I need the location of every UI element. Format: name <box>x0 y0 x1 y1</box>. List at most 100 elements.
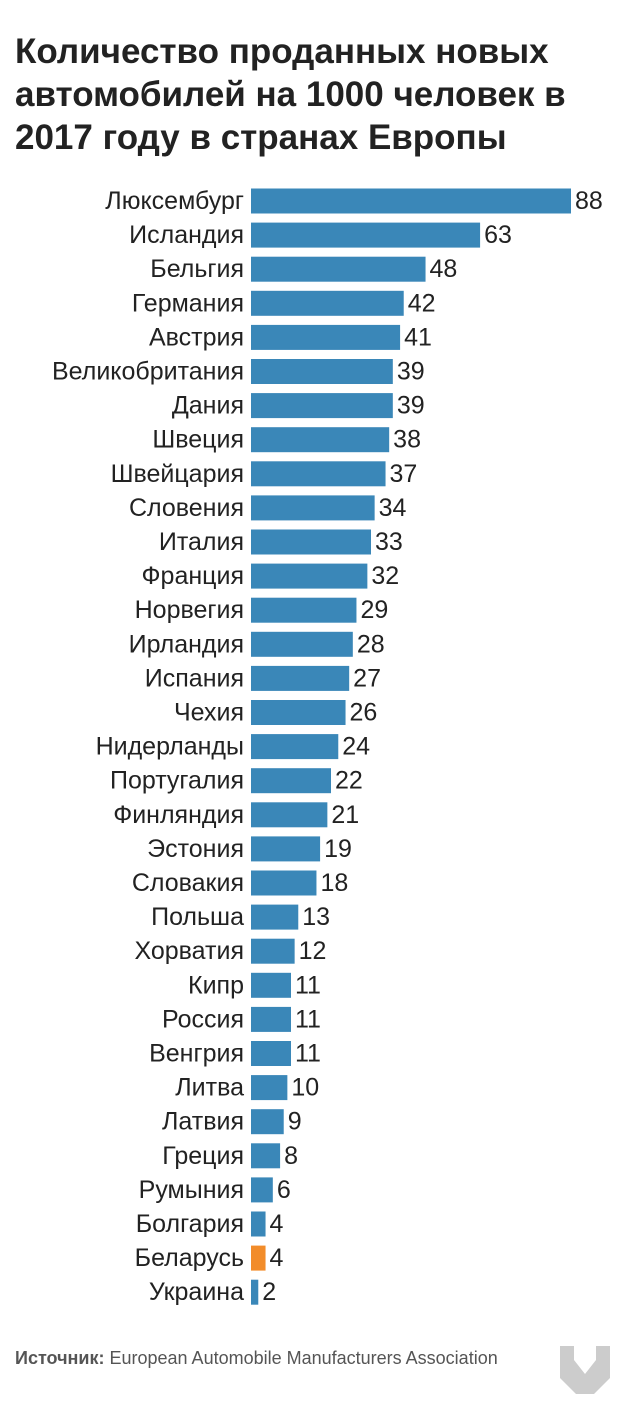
bar <box>251 597 357 623</box>
value-label: 4 <box>270 1244 284 1272</box>
value-label: 22 <box>335 767 363 795</box>
bar <box>251 700 346 725</box>
value-label: 33 <box>375 528 403 556</box>
bar <box>251 188 571 214</box>
bar <box>251 393 393 419</box>
category-label: Словакия <box>132 869 244 897</box>
category-label: Финляндия <box>113 801 244 829</box>
value-label: 6 <box>277 1176 291 1204</box>
value-label: 39 <box>397 358 425 386</box>
chart-title: Количество проданных новых автомобилей н… <box>15 32 566 157</box>
bar <box>251 290 404 316</box>
bar <box>251 1109 284 1135</box>
category-label: Исландия <box>129 221 244 249</box>
category-label: Франция <box>142 562 244 590</box>
category-label: Швейцария <box>111 460 244 488</box>
category-label: Люксембург <box>105 187 244 215</box>
category-label: Италия <box>159 528 244 556</box>
value-label: 41 <box>404 323 432 351</box>
value-label: 11 <box>295 1040 321 1068</box>
bar <box>251 904 299 930</box>
bar <box>251 972 291 998</box>
value-label: 4 <box>270 1210 284 1238</box>
category-label: Португалия <box>110 767 244 795</box>
value-label: 13 <box>302 903 330 931</box>
value-label: 19 <box>324 835 352 863</box>
value-label: 11 <box>295 971 321 999</box>
category-label: Швеция <box>152 426 244 454</box>
bar <box>251 529 371 555</box>
bar <box>251 1245 266 1271</box>
category-label: Беларусь <box>135 1244 244 1272</box>
value-label: 38 <box>393 426 421 454</box>
value-label: 29 <box>360 596 388 624</box>
value-label: 48 <box>430 255 458 283</box>
category-label: Кипр <box>188 971 244 999</box>
category-label: Латвия <box>162 1108 244 1136</box>
category-label: Польша <box>151 903 244 931</box>
category-label: Испания <box>145 664 244 692</box>
bar <box>251 324 401 350</box>
bar <box>251 495 375 521</box>
category-label: Чехия <box>174 699 244 727</box>
source-note: Источник: European Automobile Manufactur… <box>15 1346 535 1370</box>
category-label: Нидерланды <box>96 733 244 761</box>
bar <box>251 1279 259 1305</box>
source-text: European Automobile Manufacturers Associ… <box>109 1348 498 1368</box>
bar <box>251 427 390 453</box>
bar <box>251 1211 266 1237</box>
value-label: 18 <box>320 869 348 897</box>
category-label: Болгария <box>136 1210 244 1238</box>
value-label: 88 <box>575 187 603 215</box>
value-label: 27 <box>353 664 381 692</box>
category-label: Украина <box>149 1278 244 1306</box>
value-label: 34 <box>379 494 407 522</box>
value-label: 32 <box>371 562 399 590</box>
bar <box>251 1177 273 1203</box>
category-label: Словения <box>129 494 244 522</box>
bar <box>251 1041 291 1066</box>
bar <box>251 836 321 862</box>
bar <box>251 563 368 589</box>
value-label: 42 <box>408 289 436 317</box>
bar <box>251 631 353 657</box>
value-label: 11 <box>295 1005 321 1033</box>
category-label: Литва <box>175 1074 244 1102</box>
value-label: 26 <box>350 699 378 727</box>
category-label: Россия <box>162 1005 244 1033</box>
category-label: Великобритания <box>52 358 244 386</box>
bar <box>251 802 328 828</box>
bar <box>251 256 426 282</box>
category-label: Дания <box>172 392 244 420</box>
value-label: 12 <box>299 937 327 965</box>
value-label: 21 <box>331 801 359 829</box>
bar <box>251 768 331 794</box>
value-label: 2 <box>262 1278 276 1306</box>
category-label: Австрия <box>149 323 244 351</box>
value-label: 28 <box>357 630 385 658</box>
value-label: 63 <box>484 221 512 249</box>
bar <box>251 1075 288 1101</box>
bar <box>251 870 317 896</box>
bar <box>251 734 339 760</box>
category-label: Хорватия <box>134 937 244 965</box>
bar <box>251 938 295 964</box>
category-label: Норвегия <box>135 596 244 624</box>
source-label: Источник: <box>15 1348 105 1368</box>
category-label: Венгрия <box>149 1040 244 1068</box>
category-label: Румыния <box>139 1176 244 1204</box>
value-label: 37 <box>390 460 418 488</box>
bar <box>251 665 350 691</box>
bar <box>251 222 481 248</box>
bar <box>251 461 386 487</box>
category-label: Германия <box>132 289 244 317</box>
download-arrow-icon <box>560 1346 610 1394</box>
value-label: 39 <box>397 392 425 420</box>
value-label: 10 <box>291 1074 319 1102</box>
bar <box>251 1006 291 1032</box>
value-label: 9 <box>288 1108 302 1136</box>
category-label: Греция <box>162 1142 244 1170</box>
value-label: 8 <box>284 1142 298 1170</box>
value-label: 24 <box>342 733 370 761</box>
